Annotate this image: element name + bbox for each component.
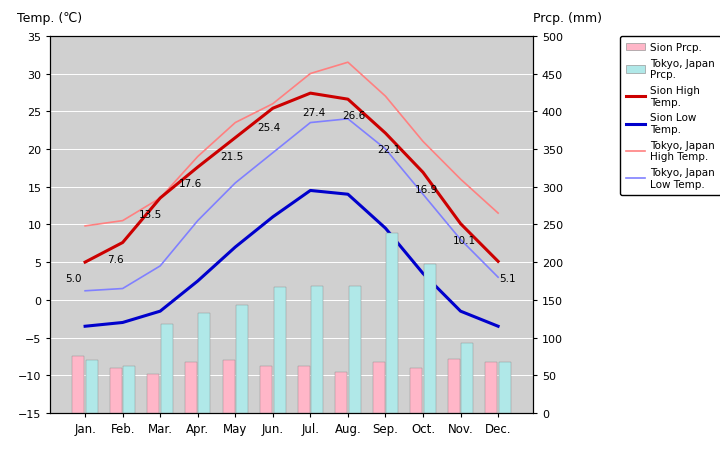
Bar [72, 357, 84, 413]
Text: 16.9: 16.9 [415, 184, 438, 194]
Text: 22.1: 22.1 [377, 145, 401, 155]
Bar [348, 286, 361, 413]
Text: 17.6: 17.6 [179, 179, 202, 189]
Bar [297, 366, 310, 413]
Text: 27.4: 27.4 [302, 107, 325, 118]
Bar [274, 287, 286, 413]
Text: 5.1: 5.1 [499, 273, 516, 283]
Bar [499, 362, 511, 413]
Bar [260, 366, 272, 413]
Bar [335, 372, 347, 413]
Bar [311, 286, 323, 413]
Legend: Sion Prcp., Tokyo, Japan
Prcp., Sion High
Temp., Sion Low
Temp., Tokyo, Japan
Hi: Sion Prcp., Tokyo, Japan Prcp., Sion Hig… [620, 37, 720, 196]
Bar [236, 305, 248, 413]
Text: Prcp. (mm): Prcp. (mm) [533, 12, 602, 25]
Text: 25.4: 25.4 [258, 123, 281, 133]
Bar [424, 264, 436, 413]
Bar [123, 366, 135, 413]
Bar [462, 343, 473, 413]
Bar [410, 368, 422, 413]
Text: 13.5: 13.5 [139, 210, 163, 220]
Bar [485, 362, 498, 413]
Bar [148, 374, 159, 413]
Text: 21.5: 21.5 [220, 152, 243, 162]
Bar [199, 314, 210, 413]
Bar [386, 234, 398, 413]
Text: 10.1: 10.1 [453, 235, 476, 246]
Bar [110, 368, 122, 413]
Text: 5.0: 5.0 [66, 274, 82, 284]
Bar [185, 362, 197, 413]
Bar [373, 362, 384, 413]
Bar [448, 359, 460, 413]
Text: 26.6: 26.6 [342, 111, 365, 121]
Text: Temp. (℃): Temp. (℃) [17, 12, 82, 25]
Bar [222, 360, 235, 413]
Bar [86, 360, 98, 413]
Bar [161, 324, 173, 413]
Text: 7.6: 7.6 [107, 254, 123, 264]
